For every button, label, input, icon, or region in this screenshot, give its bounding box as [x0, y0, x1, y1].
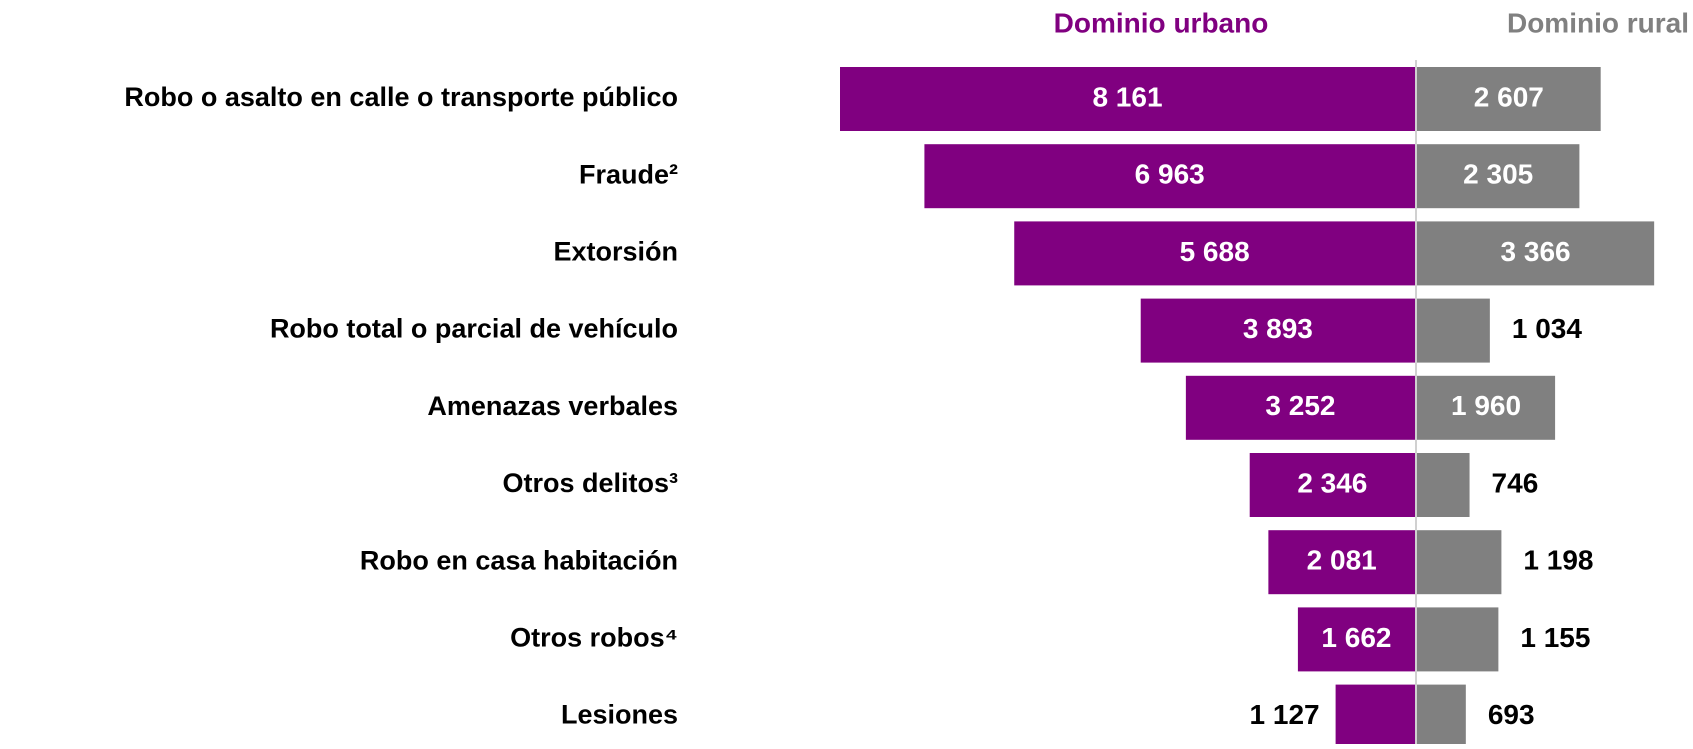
bar: [1417, 144, 1580, 209]
category-label: Lesiones: [561, 700, 678, 730]
category-label: Otros robos⁴: [510, 623, 678, 653]
value-label: 746: [1492, 467, 1539, 498]
bar: [1268, 530, 1415, 595]
bar: [924, 144, 1415, 209]
series-header: Dominio rural: [1507, 7, 1689, 38]
value-label: 1 662: [1321, 622, 1391, 653]
value-label: 5 688: [1180, 236, 1250, 267]
category-label: Fraude²: [579, 159, 678, 189]
bar: [840, 67, 1415, 131]
value-label: 1 960: [1451, 390, 1521, 421]
bar: [1417, 607, 1499, 672]
value-label: 693: [1488, 699, 1535, 730]
bar: [1014, 221, 1415, 286]
category-label: Otros delitos³: [502, 468, 678, 498]
value-label: 3 252: [1265, 390, 1335, 421]
value-label: 3 893: [1243, 313, 1313, 344]
value-label: 1 155: [1520, 622, 1590, 653]
bar: [1140, 298, 1415, 363]
bar: [1417, 221, 1655, 286]
category-label: Robo o asalto en calle o transporte públ…: [124, 82, 678, 112]
value-label: 6 963: [1135, 159, 1205, 190]
category-label: Extorsión: [553, 237, 678, 267]
bar: [1417, 684, 1466, 749]
value-label: 2 081: [1307, 545, 1377, 576]
bar: [1297, 607, 1415, 672]
series-header: Dominio urbano: [1054, 7, 1269, 38]
value-label: 1 034: [1512, 313, 1582, 344]
value-label: 1 127: [1250, 699, 1320, 730]
value-label: 3 366: [1501, 236, 1571, 267]
bar: [1417, 298, 1490, 363]
category-label: Amenazas verbales: [427, 391, 678, 421]
value-label: 2 305: [1463, 159, 1533, 190]
bar: [1249, 453, 1415, 517]
bar: [1335, 684, 1415, 749]
bar: [1185, 375, 1415, 440]
bar: [1417, 375, 1556, 440]
category-label: Robo total o parcial de vehículo: [270, 314, 678, 344]
value-label: 8 161: [1092, 81, 1162, 112]
value-label: 2 607: [1474, 81, 1544, 112]
bar: [1417, 67, 1601, 131]
bar: [1417, 530, 1502, 595]
value-label: 1 198: [1523, 545, 1593, 576]
bar: [1417, 453, 1470, 517]
category-label: Robo en casa habitación: [360, 545, 678, 575]
value-label: 2 346: [1297, 467, 1367, 498]
